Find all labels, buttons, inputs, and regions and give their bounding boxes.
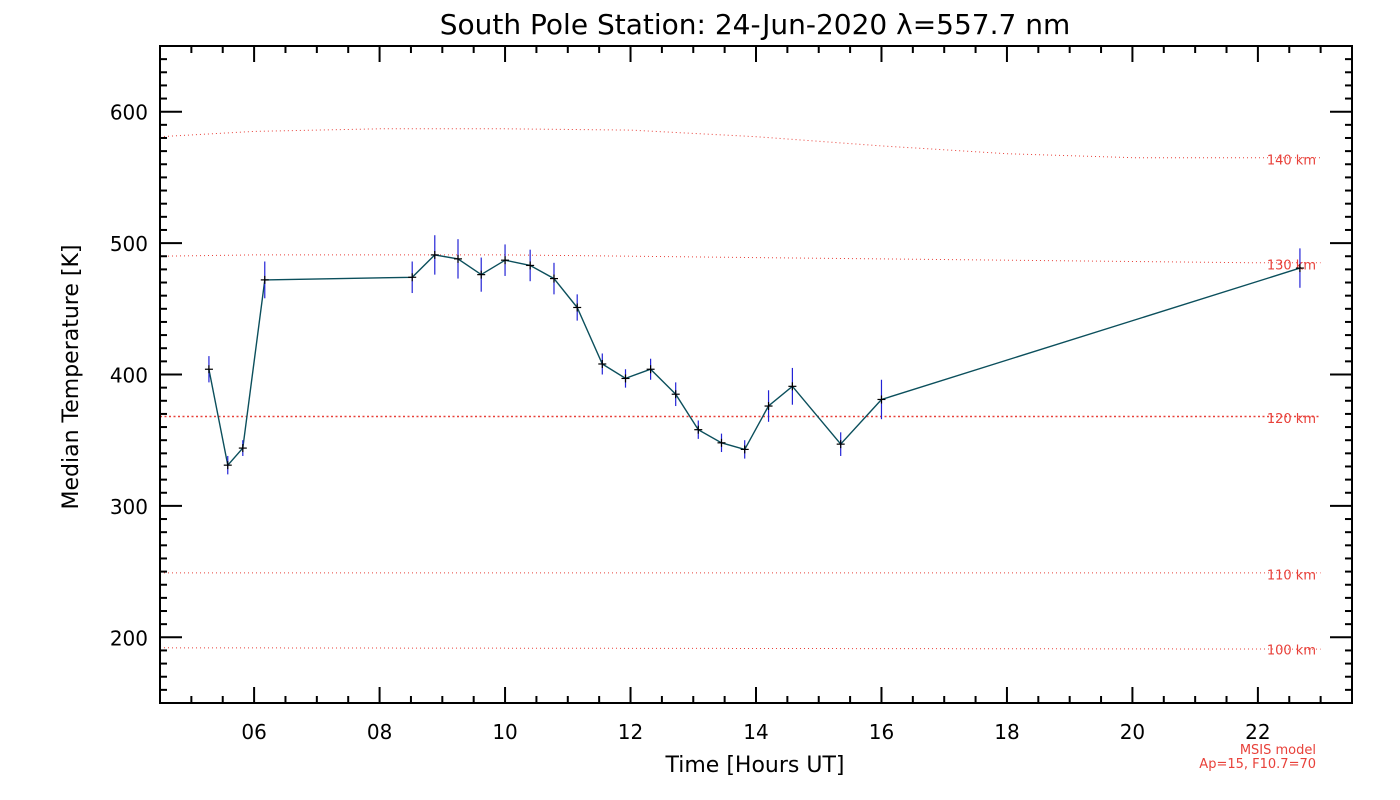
model-label-140km: 140 km [1267, 153, 1316, 168]
data-point [501, 256, 510, 265]
data-point [223, 461, 232, 470]
y-axis-label: Median Temperature [K] [59, 245, 84, 510]
data-point [694, 425, 703, 434]
model-curve-100km [159, 647, 1321, 650]
x-tick-label: 08 [367, 720, 392, 744]
model-note-line-1: MSIS model [1240, 743, 1316, 758]
series-line [208, 254, 1301, 467]
data-point [238, 444, 247, 453]
data-point [836, 440, 845, 449]
x-tick-label: 16 [869, 720, 894, 744]
data-point [740, 445, 749, 454]
data-point [204, 365, 213, 374]
model-label-110km: 110 km [1267, 569, 1316, 584]
x-tick-label: 20 [1120, 720, 1145, 744]
x-tick-label: 06 [241, 720, 266, 744]
model-label-100km: 100 km [1267, 643, 1316, 658]
data-point [717, 438, 726, 447]
model-curve-140km [159, 128, 1321, 159]
data-point [408, 273, 417, 282]
data-point [549, 274, 558, 283]
data-series-layer [204, 235, 1304, 475]
x-tick-label: 12 [618, 720, 643, 744]
y-tick-label: 300 [110, 495, 148, 519]
x-axis-label: Time [Hours UT] [665, 753, 845, 778]
x-tick-label: 18 [994, 720, 1019, 744]
data-point [598, 359, 607, 368]
model-label-130km: 130 km [1267, 258, 1316, 273]
data-point [1295, 264, 1304, 273]
data-point [573, 303, 582, 312]
x-tick-label: 22 [1245, 720, 1270, 744]
data-point [764, 402, 773, 411]
data-point [477, 270, 486, 279]
y-tick-label: 500 [110, 232, 148, 256]
data-point [260, 275, 269, 284]
model-note-line-2: Ap=15, F10.7=70 [1199, 757, 1316, 772]
data-point [646, 365, 655, 374]
data-point [671, 390, 680, 399]
data-point [877, 395, 886, 404]
model-curve-130km [159, 254, 1321, 264]
data-point [430, 250, 439, 259]
y-tick-label: 400 [110, 364, 148, 388]
x-tick-label: 14 [743, 720, 768, 744]
data-point [621, 374, 630, 383]
msis-model-layer: 140 km 130 km 120 km 110 km 100 km [159, 128, 1321, 658]
y-tick-label: 600 [110, 101, 148, 125]
data-point [526, 261, 535, 270]
axes-layer: 06 08 10 12 14 16 18 20 22 200 300 400 500 600 [110, 45, 1353, 744]
x-tick-label: 10 [492, 720, 517, 744]
data-point [788, 382, 797, 391]
chart-title: South Pole Station: 24-Jun-2020 λ=557.7 … [440, 8, 1071, 41]
data-point [454, 254, 462, 263]
y-tick-label: 200 [110, 626, 148, 650]
plot-frame [159, 45, 1353, 704]
model-label-120km: 120 km [1267, 412, 1316, 427]
